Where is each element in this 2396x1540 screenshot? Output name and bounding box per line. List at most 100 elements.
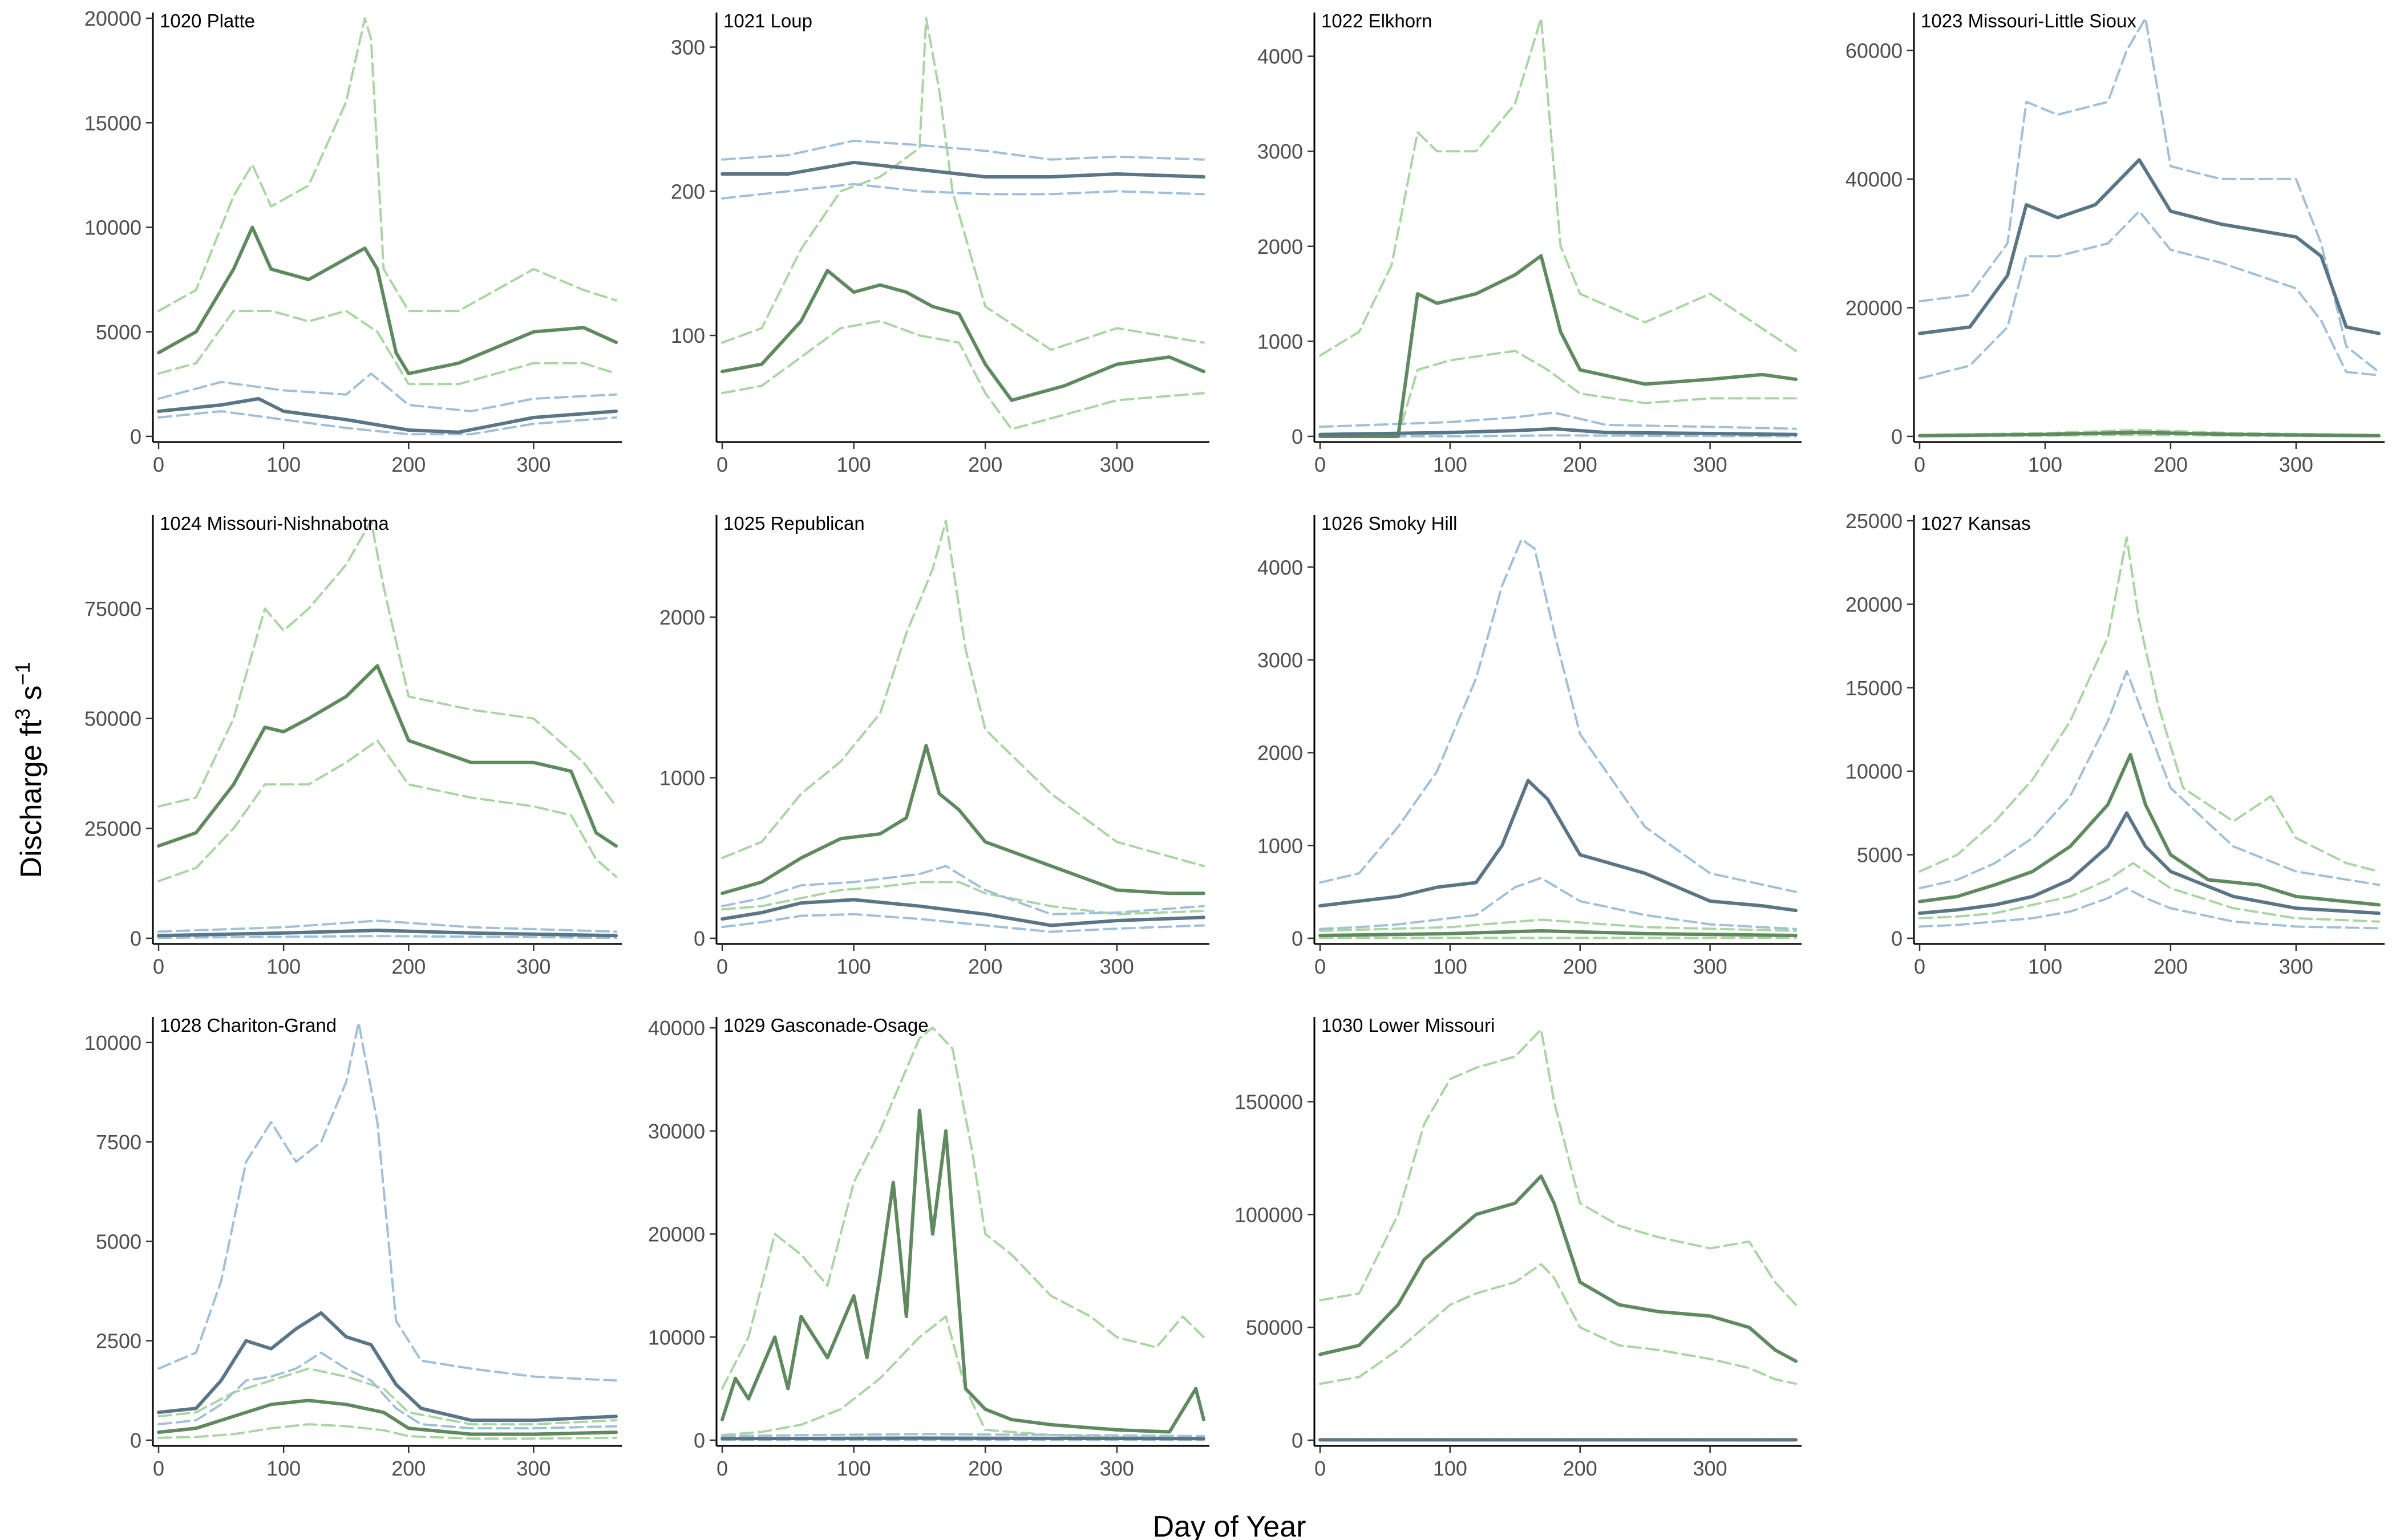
x-tick-label: 0 xyxy=(1914,955,1925,978)
panel-title: 1020 Platte xyxy=(160,10,255,31)
panel-title: 1025 Republican xyxy=(723,513,865,534)
y-tick-label: 75000 xyxy=(84,597,141,621)
x-tick-label: 200 xyxy=(1563,1457,1597,1480)
y-tick-label: 20000 xyxy=(648,1223,705,1246)
series-line-green-upper xyxy=(1319,17,1797,357)
series-line-green-upper xyxy=(157,17,617,313)
panel-title: 1026 Smoky Hill xyxy=(1321,513,1457,534)
x-tick-label: 200 xyxy=(391,955,426,978)
x-tick-label: 0 xyxy=(153,1457,164,1480)
y-tick-label: 0 xyxy=(130,927,141,950)
series-line-green-lower xyxy=(1319,1263,1797,1385)
x-tick-label: 300 xyxy=(516,453,551,476)
series-line-blue-lower xyxy=(1319,877,1797,930)
x-tick-label: 300 xyxy=(516,1457,551,1480)
x-tick-label: 100 xyxy=(1433,1457,1467,1480)
series-line-green-median xyxy=(721,1108,1205,1434)
series-line-blue-upper xyxy=(1319,411,1797,430)
y-tick-label: 0 xyxy=(130,1429,141,1452)
y-axis-title: Discharge ft3 s−1 xyxy=(11,662,48,878)
x-tick-label: 300 xyxy=(1100,453,1134,476)
series-line-blue-median xyxy=(157,1311,618,1423)
series-line-green-median xyxy=(721,269,1205,402)
y-tick-label: 15000 xyxy=(1845,676,1903,700)
series-line-blue-lower xyxy=(1919,210,2380,380)
y-tick-label: 0 xyxy=(694,927,705,950)
x-tick-label: 0 xyxy=(717,955,728,978)
x-tick-label: 100 xyxy=(266,453,301,476)
series-line-blue-lower xyxy=(721,913,1205,933)
panel-title: 1024 Missouri-Nishnabotna xyxy=(160,513,389,534)
x-tick-label: 300 xyxy=(1100,955,1134,978)
series-line-green-upper xyxy=(1319,918,1797,932)
y-tick-label: 40000 xyxy=(648,1016,705,1040)
y-tick-label: 0 xyxy=(130,425,141,448)
y-tick-label: 5000 xyxy=(96,321,141,344)
series-line-blue-lower xyxy=(157,935,617,939)
x-tick-label: 200 xyxy=(1563,955,1597,978)
x-tick-label: 300 xyxy=(2279,955,2313,978)
x-tick-label: 100 xyxy=(837,453,871,476)
series-line-green-median xyxy=(157,225,618,375)
y-tick-label: 0 xyxy=(694,1429,705,1452)
series-line-blue-median xyxy=(1918,811,2381,915)
series-line-blue-upper xyxy=(157,1022,617,1382)
y-tick-label: 0 xyxy=(1891,927,1903,950)
series-line-blue-median xyxy=(1318,779,1798,913)
series-line-green-median xyxy=(1918,752,2381,907)
panel-title: 1022 Elkhorn xyxy=(1321,10,1432,31)
x-tick-label: 0 xyxy=(153,955,164,978)
y-tick-label: 1000 xyxy=(659,766,705,789)
x-tick-label: 200 xyxy=(968,453,1002,476)
y-tick-label: 50000 xyxy=(1246,1316,1303,1339)
series-line-green-median xyxy=(157,1399,618,1436)
y-tick-label: 300 xyxy=(671,36,705,59)
chart-panel-8: 0 5000 10000 15000 20000 25000 0 100 200 300 1027 … xyxy=(1845,509,2385,978)
series-line-blue-upper xyxy=(1919,670,2380,890)
y-tick-label: 10000 xyxy=(1845,760,1903,783)
series-line-blue-lower xyxy=(721,183,1205,200)
x-tick-label: 300 xyxy=(1693,955,1727,978)
series-line-green-lower xyxy=(157,310,617,386)
series-line-blue-median xyxy=(1318,427,1798,436)
series-line-green-median xyxy=(1318,254,1798,438)
y-tick-label: 7500 xyxy=(96,1130,141,1154)
x-tick-label: 200 xyxy=(2154,453,2188,476)
series-line-green-upper xyxy=(721,1027,1205,1390)
chart-panel-1: 0 5000 10000 15000 20000 0 100 200 300 1020 Platt… xyxy=(84,7,622,476)
y-tick-label: 20000 xyxy=(1845,296,1903,319)
series-line-blue-median xyxy=(1918,158,2381,335)
chart-panel-9: 0 2500 5000 7500 10000 0 100 200 300 1028 Charito… xyxy=(84,1015,622,1480)
series-line-blue-lower xyxy=(1919,887,2380,930)
y-tick-label: 200 xyxy=(671,180,705,203)
x-tick-label: 200 xyxy=(968,955,1002,978)
y-tick-label: 50000 xyxy=(84,707,141,731)
series-line-green-upper xyxy=(157,520,617,808)
x-tick-label: 200 xyxy=(1563,453,1597,476)
panel-title: 1030 Lower Missouri xyxy=(1321,1015,1495,1036)
x-tick-label: 100 xyxy=(2028,453,2062,476)
series-line-blue-median xyxy=(157,397,618,434)
y-tick-label: 0 xyxy=(1292,425,1303,448)
x-tick-label: 200 xyxy=(391,1457,426,1480)
series-line-blue-upper xyxy=(1919,17,2380,374)
series-line-green-upper xyxy=(1319,1028,1797,1306)
y-tick-label: 60000 xyxy=(1845,39,1903,62)
panel-title: 1021 Loup xyxy=(723,10,812,31)
x-tick-label: 200 xyxy=(968,1457,1002,1480)
panel-title: 1023 Missouri-Little Sioux xyxy=(1921,10,2136,31)
x-tick-label: 300 xyxy=(1100,1457,1134,1480)
y-tick-label: 1000 xyxy=(1257,834,1303,857)
chart-panel-5: 0 25000 50000 75000 0 100 200 300 1024 Missouri-… xyxy=(84,513,622,978)
x-tick-label: 300 xyxy=(516,955,551,978)
x-axis-title: Day of Year xyxy=(1153,1510,1306,1540)
chart-panel-4: 0 20000 40000 60000 0 100 200 300 1023 Missouri-… xyxy=(1845,10,2385,476)
chart-panel-3: 0 1000 2000 3000 4000 0 100 200 300 1022 Elkhorn xyxy=(1257,10,1802,476)
x-tick-label: 0 xyxy=(717,1457,728,1480)
y-tick-label: 15000 xyxy=(84,111,141,135)
y-tick-label: 30000 xyxy=(648,1120,705,1143)
x-tick-label: 300 xyxy=(1693,1457,1727,1480)
panel-title: 1029 Gasconade-Osage xyxy=(723,1015,929,1036)
y-tick-label: 0 xyxy=(1292,927,1303,950)
series-line-blue-upper xyxy=(721,1433,1205,1437)
